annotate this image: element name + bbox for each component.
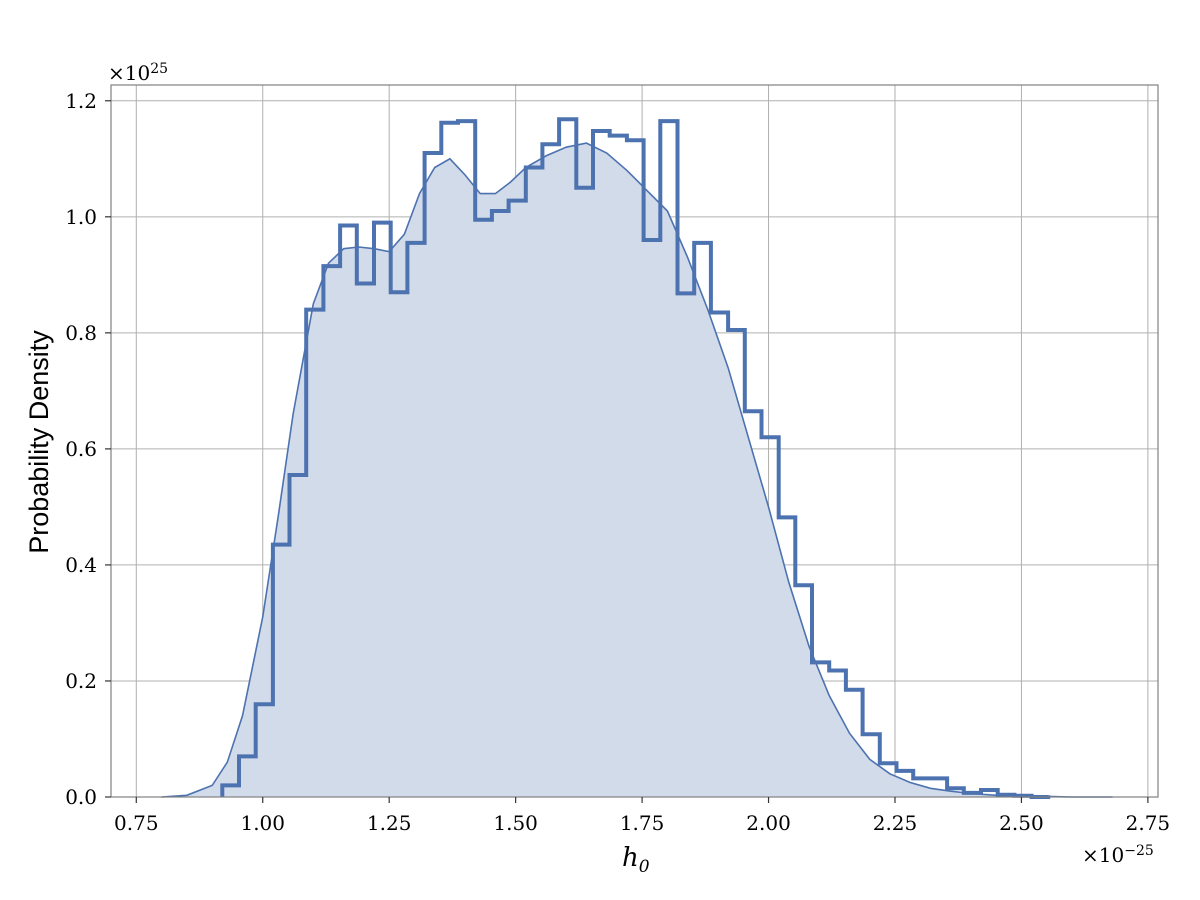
y-tick-label: 1.2 xyxy=(65,89,97,113)
x-offset-exp: −25 xyxy=(1124,843,1154,859)
tick-layer: 0.75 1.00 1.25 1.50 1.75 2.00 2.25 2.50 2.75 0.0 0… xyxy=(65,89,1170,835)
x-tick-label: 2.00 xyxy=(746,811,791,835)
y-offset-exp: 25 xyxy=(150,61,168,77)
x-tick-label: 1.75 xyxy=(620,811,665,835)
x-offset-label: ×10−25 xyxy=(1082,843,1154,867)
kde-fill-area xyxy=(161,143,1113,798)
y-tick-label: 0.0 xyxy=(65,785,97,809)
y-offset-base: ×10 xyxy=(108,61,150,85)
x-axis-title: h0 xyxy=(622,843,650,877)
y-tick-label: 0.6 xyxy=(65,437,97,461)
x-tick-label: 1.00 xyxy=(240,811,285,835)
x-tick-label: 2.75 xyxy=(1126,811,1171,835)
x-tick-label: 1.25 xyxy=(367,811,412,835)
y-tick-label: 0.4 xyxy=(65,553,97,577)
x-tick-label: 2.25 xyxy=(873,811,918,835)
x-axis-title-main: h xyxy=(622,843,639,873)
y-tick-label: 0.8 xyxy=(65,321,97,345)
histogram-step-line xyxy=(220,117,1051,799)
x-tick-label: 1.50 xyxy=(493,811,538,835)
x-tick-label: 0.75 xyxy=(114,811,159,835)
y-tick-label: 0.2 xyxy=(65,669,97,693)
y-offset-label: ×1025 xyxy=(108,61,168,85)
y-axis-title: Probability Density xyxy=(24,330,54,554)
y-tick-label: 1.0 xyxy=(65,205,97,229)
plot-frame xyxy=(110,84,1159,798)
x-tick-label: 2.50 xyxy=(999,811,1044,835)
x-axis-title-subscript: 0 xyxy=(639,857,650,877)
x-offset-base: ×10 xyxy=(1082,843,1124,867)
